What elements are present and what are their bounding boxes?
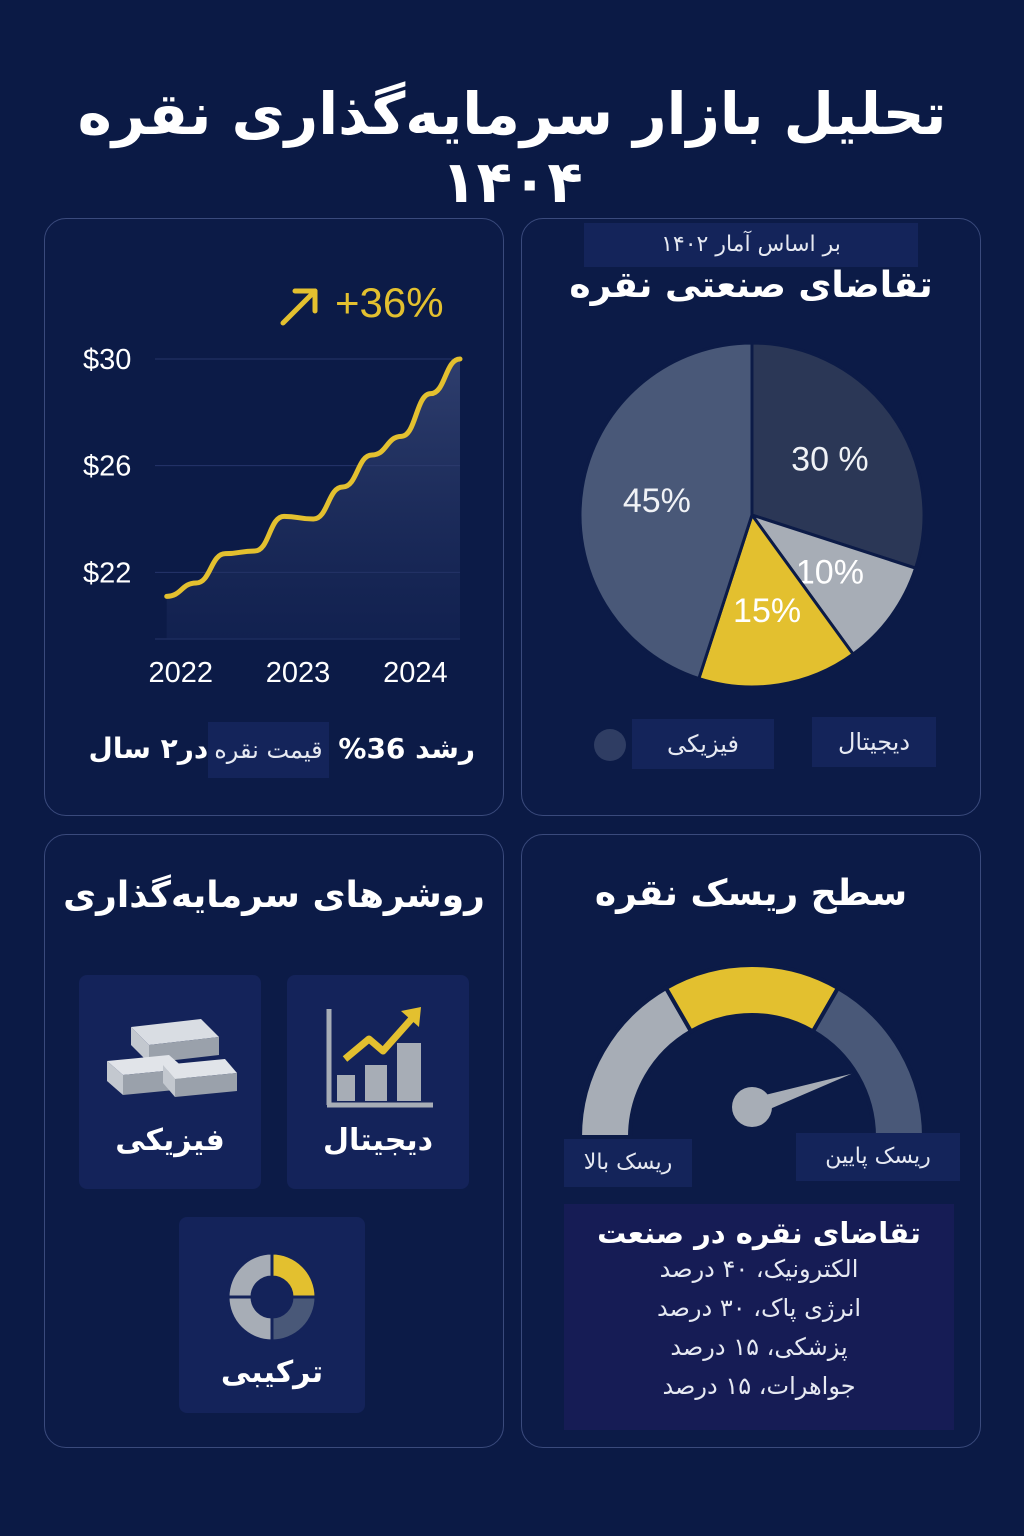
gauge-segment (810, 985, 927, 1139)
industry-heading: تقاضای نقره در صنعت (597, 1216, 921, 1250)
methods-heading: روشرهای سرمایه‌گذاری (63, 875, 485, 916)
gauge-needle (747, 1073, 852, 1115)
demand-heading: تقاضای صنعتی نقره (569, 265, 933, 306)
risk-gauge (577, 963, 927, 1139)
pie-slice-label: 45% (623, 482, 691, 520)
donut-segment (226, 1251, 274, 1299)
risk-high-label: ریسک بالا (564, 1139, 692, 1187)
industry-row: انرژی پاک، ۳۰ درصد (656, 1294, 862, 1322)
page-title: تحلیل بازار سرمایه‌گذاری نقره ۱۴۰۴ (77, 80, 947, 216)
industry-row: جواهرات، ۱۵ درصد (662, 1372, 856, 1400)
x-tick-label: 2023 (266, 657, 331, 689)
growth-chart-icon (326, 1007, 433, 1108)
tile-physical-label: فیزیکی (115, 1123, 225, 1158)
pie-slice (578, 341, 754, 681)
legend-physical: فیزیکی (632, 719, 774, 769)
price-caption: رشد 36% قیمت نقرهدر۲ سال (85, 719, 475, 779)
growth-badge: +36% (277, 279, 467, 329)
legend-digital: دیجیتال (812, 717, 936, 767)
gauge-segment (663, 963, 841, 1035)
tile-digital[interactable]: دیجیتال (287, 975, 469, 1189)
donut-segment (270, 1295, 318, 1343)
pie-slice-label: 30 % (791, 440, 869, 478)
price-line-chart: $22 $26 $30 2022 2023 2024 (83, 344, 463, 689)
tile-mixed[interactable]: ترکیبی (179, 1217, 365, 1413)
pie-slice-label: 10% (796, 554, 864, 592)
donut-segment (270, 1251, 318, 1299)
price-area (166, 359, 460, 639)
pie-slice (748, 512, 918, 657)
y-tick-label: $26 (83, 451, 131, 483)
growth-value: +36% (335, 279, 444, 326)
methods-card: روشرهای سرمایه‌گذاری فیزیکی دیجیتال (44, 834, 504, 1448)
industry-row: پزشکی، ۱۵ درصد (670, 1333, 848, 1361)
gauge-hub (732, 1087, 772, 1127)
risk-low-label: ریسک پایین (796, 1133, 960, 1181)
industry-demand-box: تقاضای نقره در صنعت الکترونیک، ۴۰ درصد ا… (564, 1204, 954, 1430)
tile-digital-label: دیجیتال (322, 1123, 434, 1158)
industry-row: الکترونیک، ۴۰ درصد (659, 1255, 859, 1283)
price-card: +36% $22 $26 $30 2022 2023 2024 رشد 36% قیمت … (44, 218, 504, 816)
tile-mixed-label: ترکیبی (220, 1355, 324, 1390)
demand-card: بر اساس آمار ۱۴۰۲ تقاضای صنعتی نقره 30 %… (521, 218, 981, 816)
risk-heading: سطح ریسک نقره (594, 873, 908, 914)
demand-pie-chart: 30 % 10%15% 45% (578, 341, 926, 689)
legend-dot (594, 729, 626, 761)
caption-prefix: رشد 36% (338, 732, 475, 765)
trend-arrow-icon (280, 288, 318, 326)
source-label: بر اساس آمار ۱۴۰۲ (584, 223, 918, 267)
tile-physical[interactable]: فیزیکی (79, 975, 261, 1189)
pie-slice (696, 511, 856, 689)
caption-box: قیمت نقره (208, 722, 329, 778)
donut-segment (226, 1295, 274, 1343)
silver-bars-icon (107, 1019, 237, 1097)
gauge-segment (577, 985, 694, 1139)
y-tick-label: $30 (83, 344, 131, 376)
pie-slice (750, 341, 926, 571)
pie-slice-label: 15% (733, 592, 801, 630)
caption-suffix: در۲ سال (88, 732, 209, 765)
x-tick-label: 2022 (148, 657, 213, 689)
x-tick-label: 2024 (383, 657, 448, 689)
y-tick-label: $22 (83, 557, 131, 589)
donut-icon (226, 1251, 318, 1343)
